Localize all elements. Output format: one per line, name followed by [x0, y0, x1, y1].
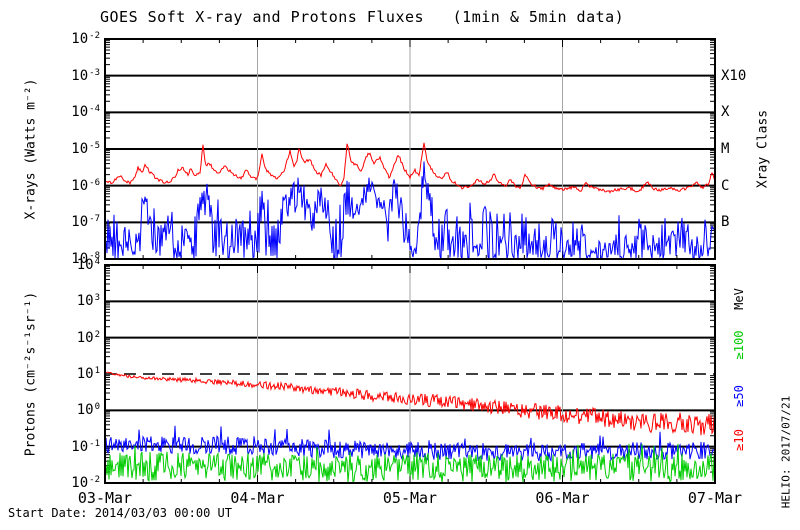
- xray-ytick-label: 10-3: [71, 67, 100, 84]
- x-axis-tick-label: 06-Mar: [535, 489, 590, 507]
- xray-class-label: X10: [721, 67, 747, 84]
- proton-ytick-label: 102: [76, 329, 100, 346]
- xray-ytick-label: 10-2: [71, 31, 100, 47]
- proton-ytick-label: 103: [76, 293, 100, 310]
- proton-y-axis-label: Protons (cm⁻²s⁻¹sr⁻¹): [23, 291, 39, 457]
- helio-credit: HELIO: 2017/07/21: [779, 395, 793, 509]
- mev-units-label: MeV: [732, 288, 746, 310]
- x-axis-tick-label: 05-Mar: [382, 489, 438, 507]
- xray-ytick-label: 10-6: [71, 177, 100, 194]
- proton-ytick-label: 10-2: [71, 475, 100, 491]
- x-axis-tick-label: 07-Mar: [687, 489, 743, 507]
- proton-energy-label: ≥10: [732, 429, 746, 451]
- proton-energy-label: ≥100: [732, 330, 746, 360]
- xray-ytick-label: 10-4: [71, 104, 100, 121]
- xray-class-label: M: [721, 141, 730, 157]
- proton-ytick-label: 100: [76, 402, 100, 419]
- xray-class-label: B: [721, 214, 730, 231]
- x-axis-tick-label: 03-Mar: [77, 489, 133, 507]
- series-soft-x-ray-red-: [105, 142, 715, 194]
- series--100-mev: [105, 443, 715, 483]
- proton-ytick-label: 10-1: [71, 438, 100, 455]
- proton-ytick-label: 101: [76, 366, 100, 382]
- proton-panel-frame: [104, 264, 716, 484]
- xray-ytick-label: 10-8: [71, 251, 100, 267]
- xray-class-axis-label: Xray Class: [755, 109, 771, 189]
- series-hard-x-ray-blue-: [105, 161, 715, 259]
- xray-ytick-label: 10-5: [71, 141, 100, 157]
- series--10-mev: [105, 371, 715, 436]
- x-axis-tick-label: 04-Mar: [230, 489, 285, 507]
- xray-class-label: X: [721, 104, 730, 121]
- proton-ytick-label: 104: [76, 257, 100, 273]
- xray-panel-frame: [104, 38, 716, 260]
- chart-title: GOES Soft X-ray and Protons Fluxes (1min…: [100, 8, 625, 26]
- xray-y-axis-label: X-rays (Watts m⁻²): [23, 78, 39, 220]
- xray-class-label: C: [721, 177, 730, 194]
- day-gridlines: [257, 39, 563, 483]
- proton-energy-label: ≥50: [732, 385, 746, 407]
- xray-ytick-label: 10-7: [71, 214, 100, 231]
- start-date-label: Start Date: 2014/03/03 00:00 UT: [8, 506, 232, 520]
